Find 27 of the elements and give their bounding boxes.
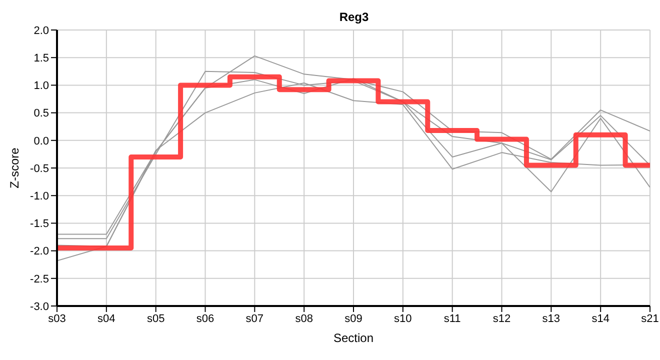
y-tick-label: -1.5 (30, 218, 49, 230)
x-tick-label: s04 (98, 312, 116, 325)
x-tick-label: s14 (592, 312, 610, 325)
y-tick-label: -2.0 (30, 246, 49, 258)
x-tick-label: s06 (196, 312, 214, 325)
y-tick-label: -0.5 (30, 162, 49, 175)
x-tick-label: s12 (492, 312, 511, 325)
x-tick-label: s05 (146, 312, 165, 325)
x-axis-title: Section (333, 331, 374, 345)
y-tick-label: -3.0 (30, 300, 49, 313)
y-tick-label: 1.5 (34, 52, 49, 65)
y-tick-label: 2.0 (34, 24, 49, 37)
y-tick-label: -1.0 (30, 190, 49, 203)
x-tick-label: s13 (542, 312, 560, 325)
chart-title: Reg3 (338, 9, 370, 26)
x-tick-label: s03 (48, 312, 66, 325)
x-tick-label: s09 (344, 312, 362, 325)
y-tick-label: 0.5 (34, 108, 49, 120)
y-axis-title: Z-score (7, 147, 22, 188)
x-tick-label: s11 (444, 312, 461, 325)
x-tick-label: s21 (641, 312, 659, 325)
x-tick-label: s07 (246, 312, 264, 325)
y-tick-label: 1.0 (34, 80, 49, 92)
y-tick-label: 0.0 (34, 135, 49, 148)
x-tick-label: s08 (295, 312, 313, 325)
x-tick-label: s10 (394, 312, 412, 325)
y-tick-label: -2.5 (30, 273, 49, 286)
